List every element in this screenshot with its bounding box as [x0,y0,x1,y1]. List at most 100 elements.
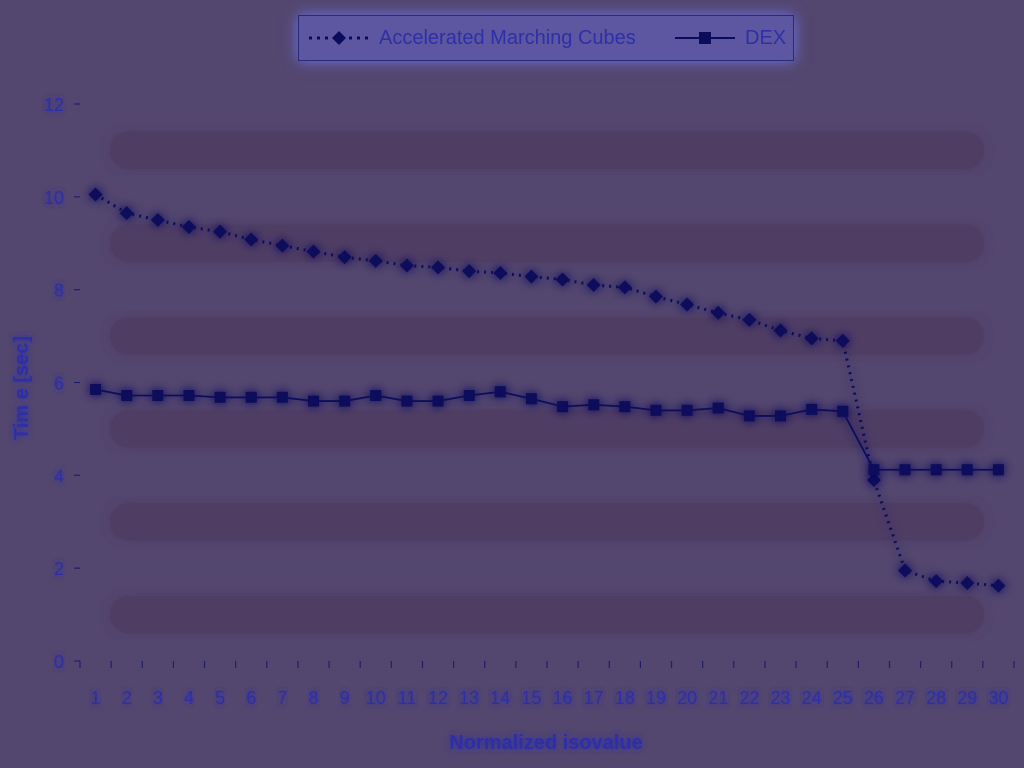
data-point-square [90,383,102,395]
data-point-diamond [88,187,103,202]
data-point-square [588,399,600,411]
y-tick-label: 12 [44,95,64,115]
legend-swatch-dotted-diamond [309,31,369,45]
data-point-diamond [181,220,196,235]
x-tick-label: 7 [277,688,287,708]
x-tick-label: 23 [770,688,790,708]
x-tick-label: 30 [988,688,1008,708]
data-point-diamond [213,224,228,239]
data-point-square [930,464,942,476]
data-point-square [152,389,164,401]
x-tick-label: 19 [646,688,666,708]
x-tick-label: 1 [91,688,101,708]
data-point-square [370,389,382,401]
x-tick-label: 26 [864,688,884,708]
x-tick-label: 10 [366,688,386,708]
x-tick-label: 29 [957,688,977,708]
legend-swatch-solid-square [675,32,735,44]
x-tick-label: 16 [553,688,573,708]
x-tick-label: 2 [122,688,132,708]
x-tick-label: 9 [340,688,350,708]
data-point-square [743,410,755,422]
x-tick-label: 20 [677,688,697,708]
data-point-square [837,405,849,417]
data-point-diamond [524,269,539,284]
data-point-diamond [898,563,913,578]
y-tick-label: 8 [54,281,64,301]
data-point-diamond [337,250,352,265]
x-tick-labels: 1 2 3 4 5 6 7 8 9 10 11 12 13 14 15 16 17 18 19 20 21 22 23 24 2… [91,688,1009,708]
data-point-square [121,389,133,401]
data-point-diamond [991,578,1006,593]
data-point-diamond [773,323,788,338]
data-point-square [276,391,288,403]
data-point-square [619,401,631,413]
series-accelerated-marching-cubes [88,187,1006,593]
x-tick-label: 8 [308,688,318,708]
x-axis-label: Normalized isovalue [449,732,642,754]
data-point-diamond [866,472,881,487]
data-point-diamond [462,264,477,279]
data-point-square [899,464,911,476]
legend-item-dex: DEX [673,16,786,60]
plot-band [110,131,984,169]
y-tick-label: 6 [54,374,64,394]
legend-label-dex: DEX [745,26,787,49]
x-tick-label: 4 [184,688,194,708]
x-tick-label: 28 [926,688,946,708]
data-point-square [463,389,475,401]
y-tick-label: 2 [54,559,64,579]
x-tick-label: 15 [521,688,541,708]
series-dex [90,383,1004,476]
data-point-square [961,464,973,476]
y-tick-label: 4 [54,466,64,486]
x-tick-label: 11 [398,688,417,708]
data-point-diamond [586,278,601,293]
x-tick-label: 13 [459,688,479,708]
data-point-square [557,401,569,413]
plot-band [110,317,984,355]
data-point-diamond [648,289,663,304]
data-point-diamond [742,312,757,327]
data-point-diamond [244,232,259,247]
x-tick-label: 14 [490,688,510,708]
data-point-diamond [368,253,383,268]
x-tick-label: 17 [584,688,604,708]
data-point-square [401,395,413,407]
data-point-diamond [306,244,321,259]
data-point-diamond [711,305,726,320]
data-point-square [432,395,444,407]
data-point-square [992,464,1004,476]
data-point-diamond [929,574,944,589]
series-line [94,193,999,588]
y-axis-label: Tim e [sec] [11,336,33,440]
data-point-square [214,391,226,403]
x-tick-label: 27 [895,688,915,708]
x-tick-label: 18 [615,688,635,708]
plot-band [110,410,984,448]
data-point-diamond [119,206,134,221]
data-point-diamond [960,576,975,591]
data-point-diamond [617,280,632,295]
y-tick-labels: 0 2 4 6 8 10 12 [44,95,64,672]
data-point-square [775,410,786,422]
data-point-square [494,386,506,398]
axes [74,103,1015,668]
data-series [88,187,1006,593]
data-point-diamond [150,213,165,228]
data-point-square [183,389,195,401]
plot-band [110,503,984,541]
plot-band [110,224,984,262]
data-point-square [650,404,662,416]
plot-band [110,596,984,634]
legend-label-accelerated-marching-cubes: Accelerated Marching Cubes [379,26,636,49]
x-tick-label: 22 [739,688,759,708]
data-point-square [339,395,351,407]
x-tick-label: 12 [428,688,448,708]
x-tick-label: 24 [802,688,822,708]
plot-background [110,131,984,634]
data-point-diamond [680,297,695,312]
legend-item-accelerated-marching-cubes: Accelerated Marching Cubes [307,16,636,60]
